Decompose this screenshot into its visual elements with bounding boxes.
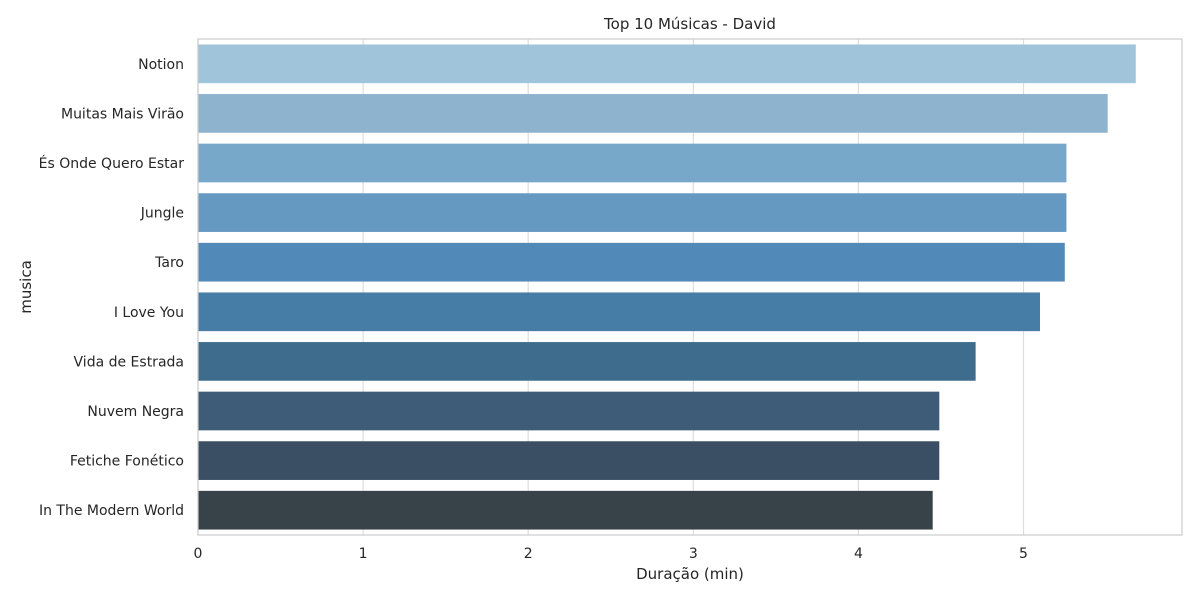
y-tick-label: Vida de Estrada bbox=[74, 354, 184, 370]
y-axis-label: musica bbox=[17, 260, 35, 314]
y-tick-label: Taro bbox=[154, 255, 184, 271]
y-tick-label: In The Modern World bbox=[39, 503, 184, 519]
bar bbox=[198, 342, 976, 381]
x-tick-label: 5 bbox=[1019, 546, 1028, 562]
y-tick-label: Fetiche Fonético bbox=[70, 454, 184, 470]
bar bbox=[198, 391, 940, 431]
bar bbox=[198, 292, 1041, 332]
y-tick-labels: Notion Muitas Mais Virão És Onde Quero Est… bbox=[39, 57, 185, 519]
x-axis-label: Duração (min) bbox=[636, 565, 744, 583]
bar bbox=[198, 441, 940, 480]
bar bbox=[198, 193, 1067, 232]
y-tick-label: És Onde Quero Estar bbox=[39, 155, 185, 172]
y-tick-label: Muitas Mais Virão bbox=[61, 106, 184, 122]
y-tick-label: Notion bbox=[138, 57, 184, 73]
bar bbox=[198, 242, 1065, 282]
x-tick-label: 2 bbox=[524, 546, 533, 562]
chart-title: Top 10 Músicas - David bbox=[603, 15, 776, 33]
y-tick-label: Jungle bbox=[140, 206, 184, 222]
y-tick-label: Nuvem Negra bbox=[87, 404, 184, 420]
bar bbox=[198, 143, 1067, 183]
bar bbox=[198, 94, 1108, 133]
bars bbox=[198, 44, 1136, 530]
bar bbox=[198, 490, 933, 530]
x-tick-label: 4 bbox=[854, 546, 863, 562]
x-tick-labels: 0 1 2 3 4 5 bbox=[194, 546, 1028, 562]
x-tick-label: 3 bbox=[689, 546, 698, 562]
x-tick-label: 1 bbox=[359, 546, 368, 562]
x-tick-label: 0 bbox=[194, 546, 203, 562]
plot-frame bbox=[197, 38, 1183, 536]
bar bbox=[198, 44, 1136, 84]
y-tick-label: I Love You bbox=[114, 305, 184, 321]
